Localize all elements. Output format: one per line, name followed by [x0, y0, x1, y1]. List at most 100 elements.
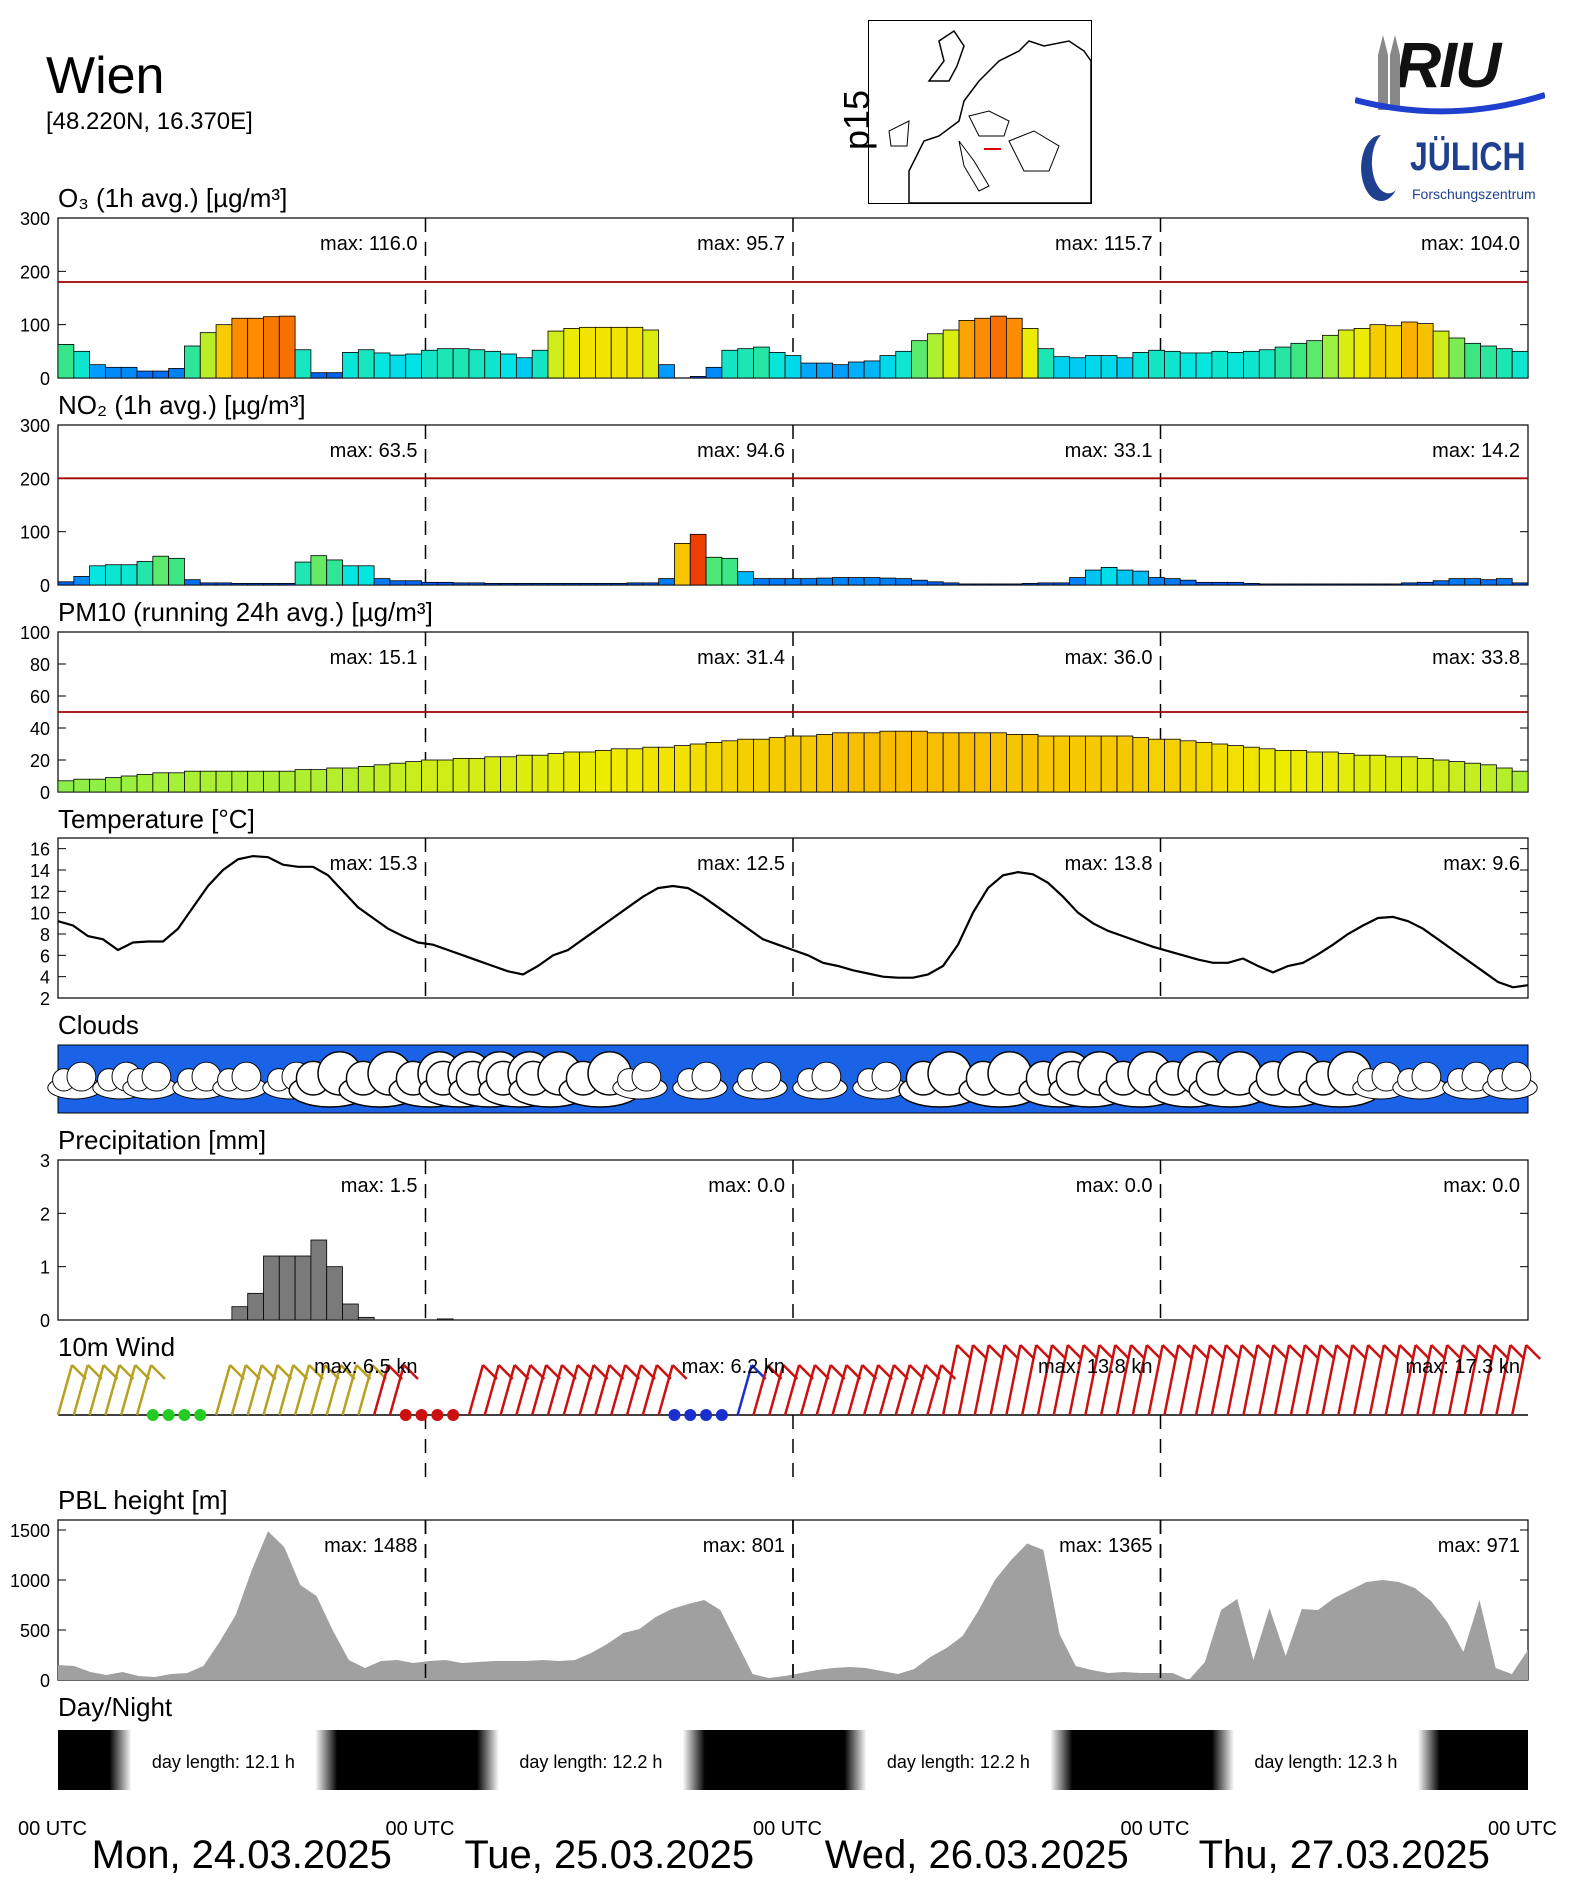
- cloud-part: [751, 1061, 782, 1092]
- no2-bar: [1085, 569, 1102, 586]
- wind-barb-flag: [1114, 1344, 1131, 1360]
- no2-bar: [389, 580, 407, 586]
- o3-bar: [879, 355, 897, 379]
- no2-bar: [1416, 581, 1434, 586]
- no2-bar: [531, 583, 549, 586]
- wind-barb: [1337, 1344, 1354, 1416]
- pbl-ytick-label: 0: [40, 1671, 50, 1691]
- pm10-ytick-label: 60: [30, 687, 50, 707]
- wind-barb: [799, 1364, 817, 1416]
- cathedral-icon: [1378, 35, 1400, 110]
- wind-calm-dot: [399, 1409, 412, 1421]
- no2-bar: [152, 555, 170, 586]
- o3-bar: [199, 332, 217, 379]
- wind-barb: [594, 1364, 611, 1416]
- wind-barb-flag: [1019, 1344, 1036, 1360]
- pm10-bar: [89, 778, 106, 793]
- wind-barb: [1305, 1344, 1322, 1416]
- wind-calm-dot: [684, 1409, 697, 1421]
- precip-panel-title: Precipitation [mm]: [58, 1125, 267, 1155]
- no2-bar: [1337, 583, 1355, 586]
- precip-max-label: max: 1.5: [341, 1175, 418, 1197]
- wind-barb: [309, 1364, 327, 1416]
- no2-bar: [1132, 570, 1150, 586]
- wind-barb-flag: [1430, 1344, 1447, 1360]
- cloud-part: [1411, 1061, 1442, 1092]
- wind-barb-flag: [1509, 1344, 1526, 1360]
- pm10-bar: [1227, 745, 1244, 793]
- wind-barb: [1100, 1344, 1117, 1416]
- pbl-panel-title: PBL height [m]: [58, 1485, 228, 1515]
- date-label: Mon, 24.03.2025: [92, 1833, 392, 1877]
- no2-bar: [1290, 583, 1308, 586]
- wind-calm-dot: [700, 1409, 713, 1421]
- no2-bar: [1069, 577, 1086, 586]
- wind-barb: [862, 1364, 880, 1416]
- pm10-bar: [942, 732, 960, 793]
- o3-bar: [389, 354, 407, 379]
- o3-bar: [468, 349, 486, 379]
- o3-bar: [832, 364, 849, 379]
- no2-bar: [1511, 582, 1529, 586]
- wind-barb: [1321, 1344, 1338, 1416]
- pm10-ytick-label: 80: [30, 655, 50, 675]
- pm10-bar: [642, 746, 660, 793]
- pm10-bar: [832, 732, 849, 793]
- no2-bar: [847, 577, 865, 586]
- pm10-bar: [452, 758, 470, 793]
- wind-barb: [926, 1364, 943, 1416]
- cloud-part: [871, 1061, 902, 1092]
- wind-barb: [530, 1364, 548, 1416]
- no2-bar: [895, 578, 912, 586]
- no2-bar: [500, 583, 517, 586]
- daynight-band: [793, 1730, 1161, 1790]
- o3-bar: [579, 326, 596, 379]
- wave-icon: [1355, 92, 1545, 115]
- cloud-icon: [1188, 1051, 1272, 1108]
- pm10-bar: [816, 734, 833, 793]
- cloud-icon: [508, 1051, 592, 1108]
- wind-barb-flag: [1383, 1344, 1399, 1360]
- wind-calm-dot: [178, 1409, 191, 1421]
- no2-bar: [1116, 569, 1134, 586]
- wind-barb: [1416, 1344, 1433, 1416]
- o3-bar: [1416, 323, 1434, 379]
- pm10-bar: [1464, 762, 1481, 793]
- pm10-bar: [1290, 750, 1308, 793]
- pbl-max-label: max: 971: [1438, 1535, 1520, 1557]
- pm10-bar: [484, 756, 501, 793]
- pm10-bar: [958, 732, 976, 793]
- o3-bar: [1401, 321, 1418, 379]
- pm10-bar: [1132, 737, 1150, 793]
- pm10-bar: [405, 761, 422, 793]
- pm10-bar: [1432, 759, 1450, 793]
- pm10-bar: [547, 753, 565, 793]
- cloud-icon: [898, 1051, 982, 1108]
- pm10-bar: [1385, 756, 1402, 793]
- wind-barb-flag: [1335, 1344, 1352, 1360]
- pm10-bar: [1164, 738, 1181, 793]
- location-map: [868, 20, 1092, 204]
- wind-barb: [641, 1364, 659, 1416]
- no2-bar: [642, 582, 660, 586]
- pm10-bar: [1195, 742, 1213, 793]
- o3-bar: [911, 340, 928, 379]
- temp-ytick-label: 14: [30, 861, 50, 881]
- no2-bar: [120, 564, 138, 586]
- pbl-max-label: max: 1365: [1059, 1535, 1152, 1557]
- o3-bar: [373, 352, 391, 379]
- pm10-bar: [120, 775, 138, 793]
- pm10-bar: [326, 767, 343, 793]
- wind-barb: [1179, 1344, 1196, 1416]
- wind-barb: [736, 1364, 753, 1416]
- wind-barb-flag: [1035, 1344, 1052, 1360]
- no2-bar: [342, 565, 359, 586]
- no2-bar: [310, 555, 328, 586]
- pm10-bar: [595, 750, 612, 793]
- wind-barb: [1431, 1344, 1449, 1416]
- cloud-icon: [1482, 1061, 1538, 1100]
- wind-barb: [1210, 1344, 1228, 1416]
- map-label: p15: [836, 89, 877, 150]
- no2-bar: [1495, 578, 1513, 586]
- pm10-bar: [689, 743, 707, 793]
